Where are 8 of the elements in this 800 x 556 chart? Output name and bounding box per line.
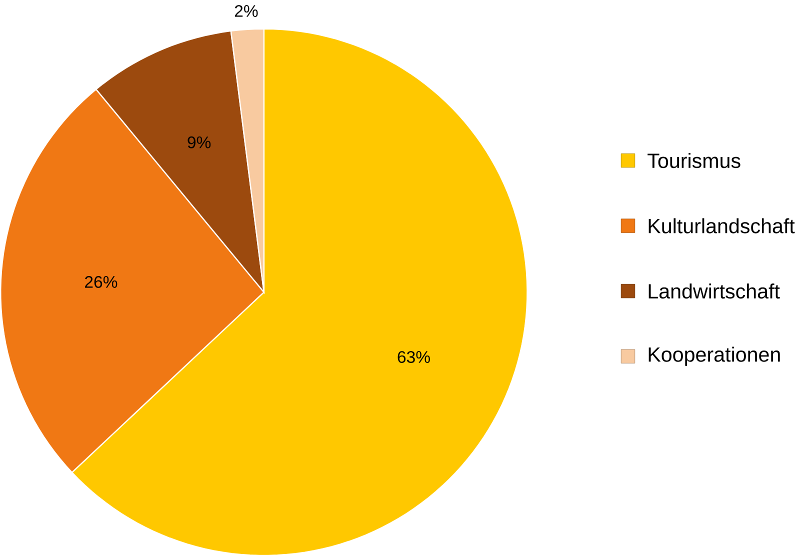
legend-label: Kulturlandschaft xyxy=(648,218,795,234)
data-label: 2% xyxy=(234,5,258,17)
data-label: 63% xyxy=(398,351,430,363)
legend-label: Landwirtschaft xyxy=(648,283,780,299)
data-label: 9% xyxy=(188,136,211,148)
legend-label: Kooperationen xyxy=(648,346,780,366)
data-label: 26% xyxy=(85,276,118,288)
legend-label: Tourismus xyxy=(648,152,740,168)
